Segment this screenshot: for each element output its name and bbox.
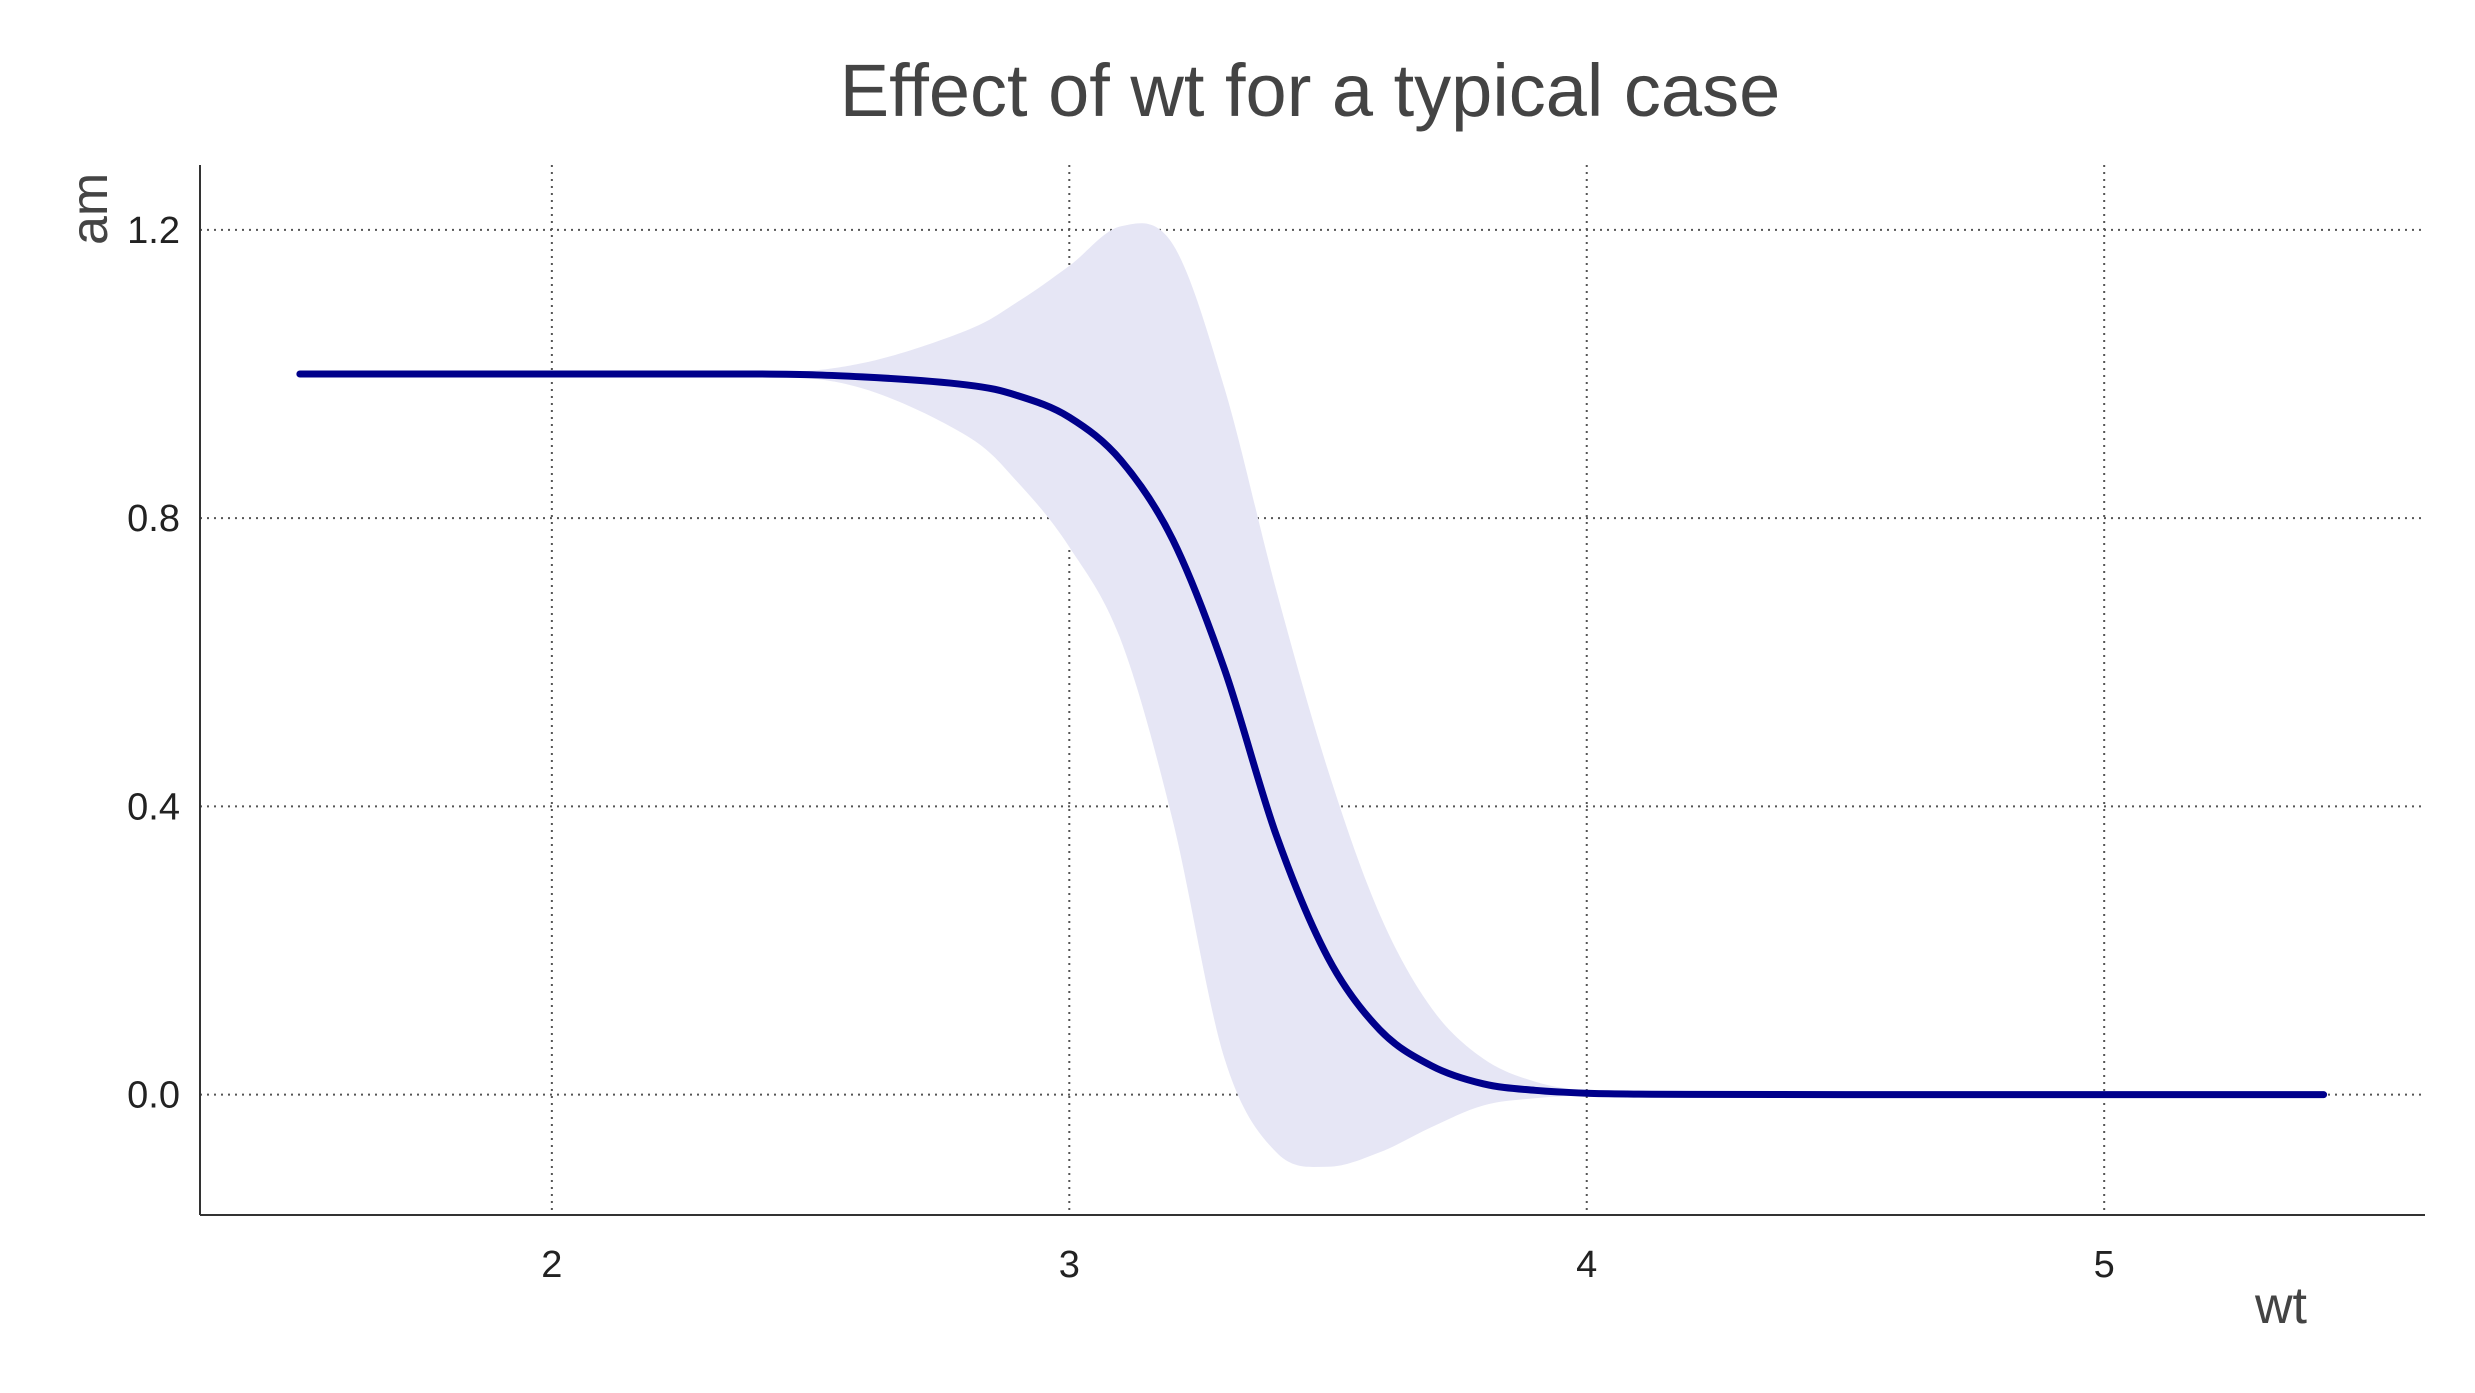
x-tick-label: 5: [2094, 1244, 2115, 1286]
y-tick-label: 0.8: [127, 498, 180, 540]
y-tick-label: 0.4: [127, 786, 180, 828]
chart-title: Effect of wt for a typical case: [839, 49, 1781, 132]
x-tick-label: 3: [1059, 1244, 1080, 1286]
effect-line: [296, 370, 2328, 1099]
x-tick-label: 4: [1576, 1244, 1597, 1286]
x-axis-label: wt: [2255, 1277, 2307, 1335]
y-tick-label: 0.0: [127, 1075, 180, 1117]
x-tick-label: 2: [541, 1244, 562, 1286]
confidence-band: [299, 223, 2324, 1168]
y-tick-label: 1.2: [127, 210, 180, 252]
y-axis-label: am: [61, 172, 119, 245]
